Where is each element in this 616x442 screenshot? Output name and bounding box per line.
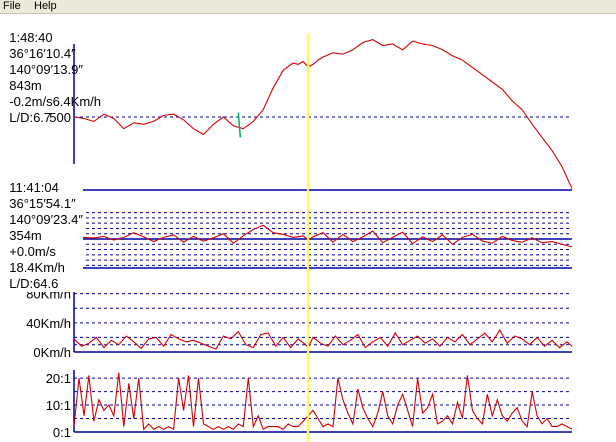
cursor-ld: L/D:6.7 (9, 110, 52, 125)
ld-tick-label: 0:1 (53, 425, 71, 440)
menu-file[interactable]: File (3, 0, 21, 12)
start-speed: 18.4Km/h (9, 260, 65, 275)
speed-tick-label: 0Km/h (33, 345, 71, 360)
cursor-speed: 6.4Km/h (52, 94, 101, 109)
altitude-tick-label: 500 (49, 110, 71, 125)
speed-tick-label: 40Km/h (26, 316, 71, 331)
start-lat: 36°15′54.1″ (9, 196, 76, 211)
cursor-vario: -0.2m/s (9, 94, 53, 109)
vario-trace (73, 224, 573, 248)
cursor-lat: 36°16′10.4″ (9, 46, 76, 61)
start-vario: +0.0m/s (9, 244, 56, 259)
ld-tick-label: 10:1 (46, 398, 71, 413)
ld-tick-label: 20:1 (46, 371, 71, 386)
thermal-marker (237, 112, 242, 138)
ld-trace (73, 372, 573, 431)
start-readout: 11:41:04 36°15′54.1″ 140°09′23.4″ 354m +… (2, 164, 83, 292)
cursor-alt: 843m (9, 78, 42, 93)
cursor-readout: 1:48:40 36°16′10.4″ 140°09′13.9″ 843m -0… (2, 14, 101, 126)
speed-trace (73, 329, 573, 350)
start-lon: 140°09′23.4″ (9, 212, 83, 227)
start-ld: L/D:64.6 (9, 276, 59, 291)
cursor-lon: 140°09′13.9″ (9, 62, 83, 77)
cursor-time: 1:48:40 (9, 30, 53, 45)
start-time: 11:41:04 (9, 180, 59, 195)
menu-bar: File Help (0, 0, 616, 14)
menu-help[interactable]: Help (34, 0, 57, 12)
start-alt: 354m (9, 228, 42, 243)
altitude-trace (73, 39, 573, 189)
